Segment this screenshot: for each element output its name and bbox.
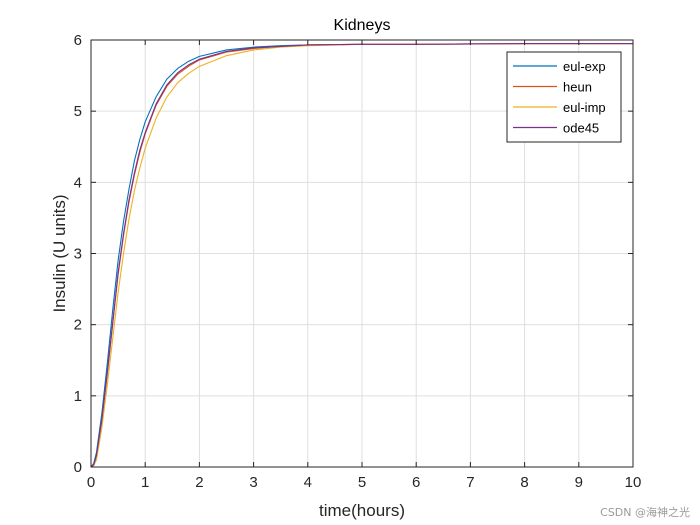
legend: eul-exp heun eul-imp ode45: [506, 51, 622, 143]
legend-label-heun: heun: [563, 80, 592, 95]
legend-label-eul-exp: eul-exp: [563, 59, 606, 74]
y-tick-label: 1: [74, 388, 82, 405]
legend-label-ode45: ode45: [563, 121, 599, 136]
x-axis-label: time(hours): [319, 501, 405, 520]
x-tick-label: 0: [87, 474, 95, 491]
ticks: 0 1 2 3 4 5 6 7 8 9 10 0 1 2 3 4 5 6: [74, 32, 642, 491]
y-tick-label: 5: [74, 103, 82, 120]
watermark: CSDN @海神之光: [600, 505, 690, 519]
x-tick-label: 6: [412, 474, 420, 491]
x-tick-label: 7: [466, 474, 474, 491]
y-tick-label: 2: [74, 317, 82, 334]
y-tick-label: 0: [74, 459, 82, 476]
x-tick-label: 3: [249, 474, 257, 491]
x-tick-label: 4: [304, 474, 312, 491]
y-tick-label: 3: [74, 246, 82, 263]
x-tick-label: 2: [195, 474, 203, 491]
chart-title: Kidneys: [334, 17, 391, 34]
y-tick-label: 4: [74, 174, 82, 191]
series-line-eul-imp: [90, 43, 633, 468]
y-axis-label: Insulin (U units): [50, 194, 69, 312]
legend-label-eul-imp: eul-imp: [563, 100, 606, 115]
x-tick-label: 10: [625, 474, 642, 491]
y-tick-label: 6: [74, 32, 82, 49]
x-tick-label: 1: [141, 474, 149, 491]
x-tick-label: 5: [358, 474, 366, 491]
x-tick-label: 8: [520, 474, 528, 491]
x-tick-label: 9: [575, 474, 583, 491]
